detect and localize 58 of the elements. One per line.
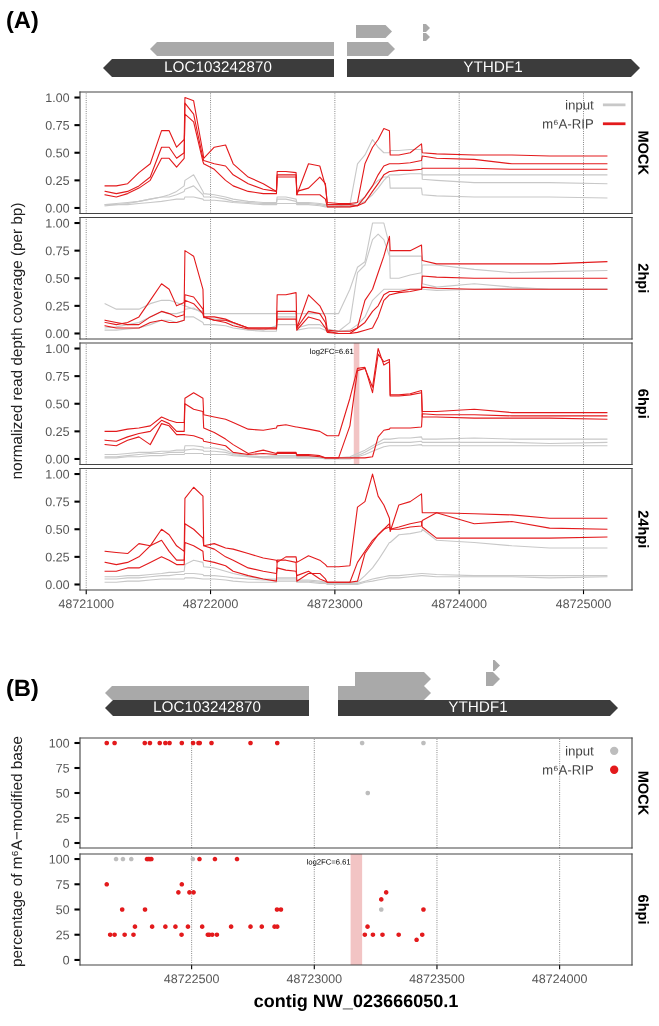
y-tick-label: 1.00 — [46, 218, 70, 228]
y-axis-title: normalized read depth coverage (per bp) — [10, 203, 26, 479]
y-tick-label: 75 — [56, 880, 70, 889]
y-tick-label: 0.50 — [45, 399, 70, 409]
x-tick-label: 48722000 — [183, 599, 238, 609]
legend-label: m⁶A-RIP — [543, 119, 594, 129]
y-tick-label: 50 — [56, 905, 70, 915]
x-tick-label: 48725000 — [556, 599, 611, 609]
text: (B) — [7, 678, 38, 702]
x-axis-title: contig NW_023666050.1 — [254, 994, 458, 1011]
y-tick-label: 0.75 — [45, 120, 70, 130]
y-tick-label: 0.25 — [45, 427, 70, 437]
y-axis-title: percentage of m⁶A−modified base — [10, 736, 26, 966]
y-tick-label: 25 — [56, 930, 70, 940]
y-tick-label: 0.50 — [45, 148, 70, 158]
y-tick-label: 1.00 — [46, 469, 70, 479]
text: 24hpi — [635, 510, 649, 548]
text: YTHDF1 — [463, 61, 522, 72]
y-tick-label: 0.75 — [45, 246, 70, 256]
text: YTHDF1 — [448, 701, 507, 712]
x-tick-label: 48723000 — [286, 974, 342, 984]
y-tick-label: 0.00 — [45, 454, 70, 464]
legend-label: input — [566, 99, 594, 113]
legend-label: m⁶A-RIP — [543, 765, 594, 775]
y-tick-label: 0.00 — [45, 203, 70, 213]
y-tick-label: 1.00 — [46, 93, 70, 103]
text: LOC103242870 — [154, 701, 261, 713]
y-tick-label: 0.25 — [45, 552, 70, 562]
x-tick-label: 48721000 — [58, 599, 114, 609]
y-tick-label: 0.00 — [45, 329, 70, 339]
text: 2hpi — [635, 263, 649, 293]
x-tick-label: 48723000 — [307, 599, 363, 609]
y-tick-label: 0.50 — [45, 274, 70, 283]
y-tick-label: 0.00 — [45, 580, 70, 590]
x-tick-label: 48724000 — [431, 599, 487, 609]
text: 6hpi — [635, 895, 649, 924]
y-tick-label: 0 — [63, 838, 70, 848]
text: (A) — [7, 11, 38, 34]
y-tick-label: 0.25 — [45, 176, 70, 186]
y-tick-label: 100 — [49, 738, 70, 748]
y-tick-label: 0 — [63, 955, 70, 965]
y-tick-label: 75 — [56, 763, 70, 773]
y-tick-label: 1.00 — [46, 344, 70, 354]
x-tick-label: 48722500 — [164, 974, 219, 984]
x-tick-label: 48724000 — [532, 974, 587, 984]
text: 6hpi — [635, 389, 649, 418]
y-tick-label: 25 — [56, 813, 70, 823]
text: MOCK — [638, 131, 649, 175]
y-tick-label: 50 — [56, 788, 70, 798]
y-tick-label: 100 — [49, 854, 70, 864]
text: MOCK — [638, 771, 649, 816]
x-tick-label: 48723500 — [409, 974, 465, 984]
y-tick-label: 0.75 — [45, 497, 70, 507]
legend-label: input — [566, 745, 594, 759]
text: LOC103242870 — [165, 61, 272, 73]
y-tick-label: 0.75 — [45, 371, 70, 381]
y-tick-label: 0.50 — [45, 525, 70, 534]
y-tick-label: 0.25 — [45, 301, 70, 311]
